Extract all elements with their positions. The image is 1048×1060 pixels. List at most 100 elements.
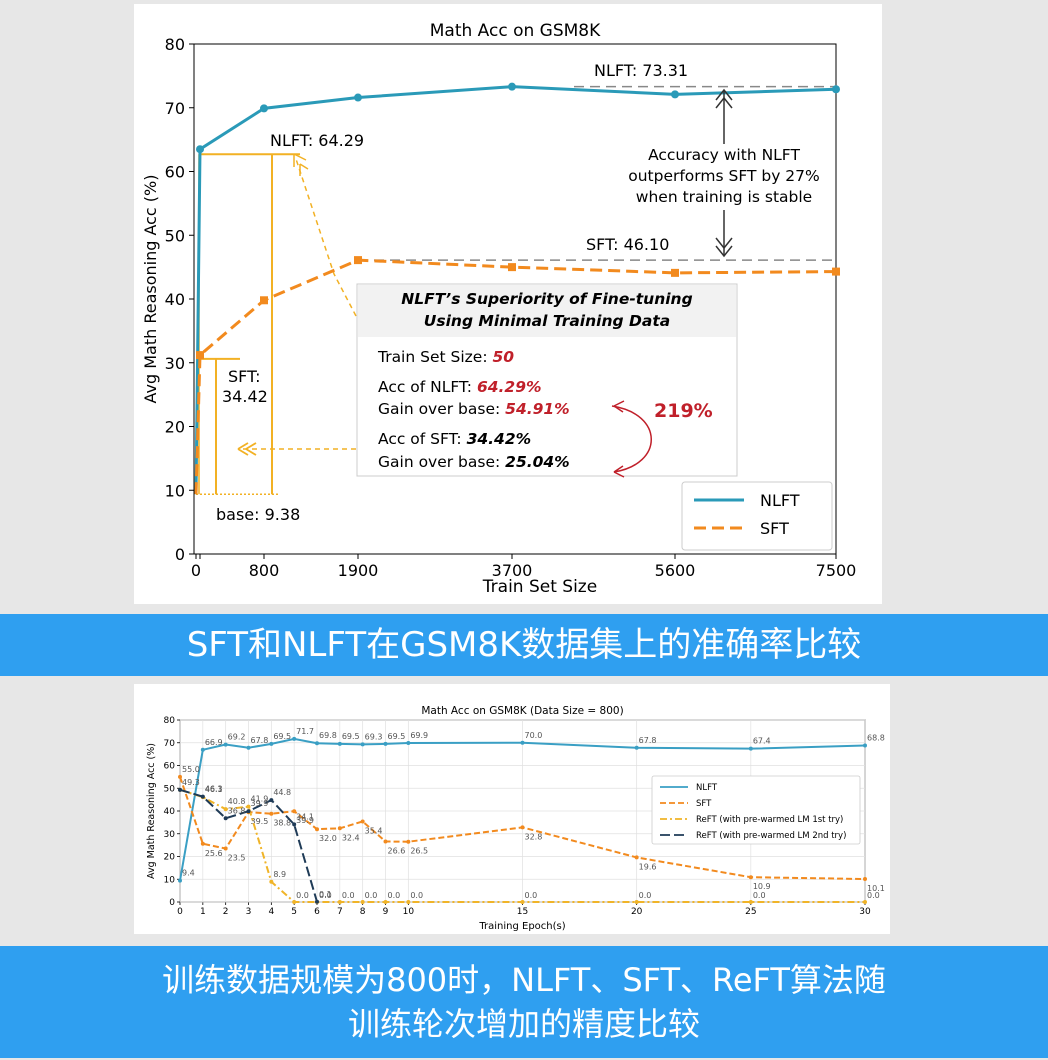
x-tick-label: 7 [337, 907, 343, 917]
bottom-chart-panel: 0 1 2 3 4 5 6 7 8 9 10 15 20 25 30 0 10 20 30 40 50 60 70 80 Mat… [134, 684, 890, 934]
x-tick-label: 3 [246, 907, 252, 917]
data-point-2 [748, 900, 753, 904]
data-label-2: 0.0 [867, 891, 880, 900]
gap-arrow-head-top [715, 88, 733, 109]
data-point-nlft [508, 82, 516, 91]
data-point-sft [196, 351, 204, 360]
data-label-1: 19.6 [639, 862, 657, 871]
info-gain-sft: Gain over base: 25.04% [378, 453, 570, 471]
data-label-2: 40.8 [228, 797, 246, 806]
y-axis-label: Avg Math Reasoning Acc (%) [146, 743, 157, 879]
data-point-3 [223, 816, 228, 821]
data-point-1 [863, 877, 867, 882]
data-label-3: 0.1 [319, 890, 332, 899]
x-tick-label: 20 [631, 907, 643, 917]
data-label-1: 32.0 [319, 834, 337, 843]
caption-bottom: 训练数据规模为800时，NLFT、SFT、ReFT算法随 训练轮次增加的精度比较 [0, 946, 1048, 1058]
data-label-2: 0.0 [342, 891, 355, 900]
x-tick-label: 8 [360, 907, 366, 917]
chart-title: Math Acc on GSM8K (Data Size = 800) [421, 705, 623, 717]
data-label-0: 66.9 [205, 738, 223, 747]
data-point-0 [360, 742, 365, 747]
data-label-2: 0.0 [296, 891, 309, 900]
data-point-0 [337, 741, 342, 746]
info-box-title-1: NLFT’s Superiority of Fine-tuning [401, 290, 692, 308]
data-point-1 [748, 875, 753, 880]
legend-label-nlft: NLFT [760, 491, 800, 510]
data-point-1 [200, 841, 205, 846]
data-label-0: 69.8 [319, 731, 337, 740]
annotation-outperform-3: when training is stable [636, 188, 812, 206]
x-tick-label: 1 [200, 907, 206, 917]
info-train-size-label: Train Set Size: [377, 348, 492, 366]
data-label-0: 67.4 [753, 737, 771, 746]
data-label-2: 0.0 [639, 891, 652, 900]
data-label-1: 35.4 [365, 826, 383, 835]
data-label-2: 0.0 [410, 891, 423, 900]
info-acc-sft: Acc of SFT: 34.42% [378, 430, 531, 448]
legend-box [681, 481, 833, 551]
info-gain-nlft-label: Gain over base: [378, 400, 505, 418]
data-point-3 [269, 798, 274, 803]
info-box-title-2: Using Minimal Training Data [424, 312, 670, 330]
data-point-2 [269, 879, 274, 884]
data-point-0 [223, 742, 228, 747]
caption-bottom-line2: 训练轮次增加的精度比较 [347, 1005, 700, 1043]
y-tick-label: 0 [175, 545, 185, 564]
legend-label-sft: SFT [760, 519, 789, 538]
x-tick-label: 4 [268, 907, 274, 917]
info-gain-sft-value: 25.04% [505, 453, 570, 471]
y-tick-label: 40 [164, 807, 176, 817]
data-point-sft [260, 296, 268, 305]
y-tick-label: 0 [169, 898, 175, 908]
legend-label-3: ReFT (with pre-warmed LM 2nd try) [696, 831, 846, 841]
y-tick-label: 30 [165, 354, 185, 373]
x-tick-label: 3700 [492, 561, 533, 580]
data-label-1: 39.5 [251, 817, 269, 826]
data-point-0 [292, 736, 297, 741]
annotation-nlft-64: NLFT: 64.29 [270, 131, 364, 150]
data-label-3: 44.8 [273, 788, 291, 797]
annotation-sft-value: 34.42 [222, 387, 268, 406]
annotation-base: base: 9.38 [216, 505, 300, 524]
y-axis-label: Avg Math Reasoning Acc (%) [141, 175, 160, 404]
data-point-sft [508, 263, 516, 272]
data-label-3: 46.3 [205, 785, 223, 794]
data-point-0 [748, 746, 753, 751]
data-point-1 [520, 825, 525, 830]
data-label-2: 49.3 [182, 778, 200, 787]
info-gain-nlft: Gain over base: 54.91% [378, 400, 570, 418]
data-label-2: 41.9 [251, 795, 269, 804]
data-label-1: 55.0 [182, 765, 200, 774]
data-point-nlft [260, 104, 268, 113]
data-point-1 [406, 839, 411, 844]
info-acc-sft-label: Acc of SFT: [378, 430, 467, 448]
y-tick-label: 50 [164, 784, 176, 794]
data-label-2: 0.0 [365, 891, 378, 900]
data-label-0: 67.8 [251, 736, 269, 745]
y-tick-label: 60 [164, 762, 176, 772]
data-label-3: 34.1 [296, 812, 314, 821]
data-point-0 [315, 741, 319, 746]
x-tick-label: 15 [517, 907, 528, 917]
data-label-1: 39.9 [296, 816, 314, 825]
x-tick-label: 0 [191, 561, 201, 580]
data-point-1 [360, 819, 365, 824]
data-point-0 [178, 878, 182, 883]
y-tick-label: 60 [165, 163, 185, 182]
data-point-2 [520, 900, 525, 904]
x-tick-label: 10 [403, 907, 415, 917]
data-point-sft [671, 268, 679, 277]
data-label-0: 69.5 [273, 732, 291, 741]
annotation-sft-max: SFT: 46.10 [586, 235, 669, 254]
nlft-arrow-line [295, 158, 357, 317]
data-point-0 [200, 747, 205, 752]
x-axis-label: Training Epoch(s) [478, 921, 565, 932]
data-point-2 [223, 807, 228, 812]
data-point-2 [383, 900, 388, 904]
data-point-0 [406, 740, 411, 745]
data-label-1: 32.4 [342, 833, 360, 842]
data-point-2 [246, 804, 251, 809]
data-point-3 [292, 822, 297, 827]
